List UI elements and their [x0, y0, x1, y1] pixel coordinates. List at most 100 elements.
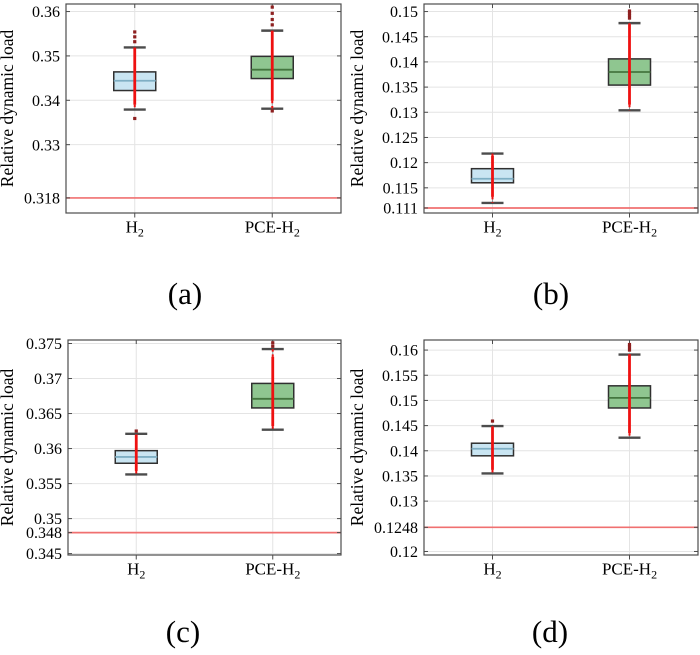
outlier-dots: [270, 5, 274, 113]
axes-box: [67, 339, 342, 556]
outlier-dot: [271, 341, 275, 345]
caption-d: (d): [531, 614, 569, 649]
y-tick-label: 0.15: [390, 4, 418, 21]
outlier-dots: [627, 342, 632, 352]
axes-box: [423, 3, 699, 214]
y-tick-label: 0.135: [382, 469, 418, 486]
outlier-dots: [627, 9, 632, 20]
y-tick-label: 0.375: [26, 336, 62, 353]
outlier-dot: [270, 23, 274, 27]
outlier-dots: [490, 419, 495, 423]
y-tick-labels: 0.318 0.33 0.34 0.35 0.36: [24, 4, 60, 207]
tick-marks: [66, 4, 341, 218]
x-category-label: H2: [483, 218, 501, 240]
subplot-a: 0.318 0.33 0.34 0.35 0.36 H2 PCE-H2 Relative dy…: [0, 0, 350, 320]
y-tick-label: 0.125: [382, 130, 418, 147]
caption-c: (c): [165, 614, 201, 649]
y-axis-label: Relative dynamic load: [0, 30, 17, 188]
tick-marks: [424, 4, 698, 218]
x-category-label: H2: [126, 218, 144, 240]
tick-marks: [424, 340, 698, 560]
y-tick-label: 0.135: [382, 80, 418, 97]
y-tick-label: 0.33: [32, 137, 60, 154]
y-tick-label: 0.145: [382, 418, 418, 435]
gridlines: [424, 340, 698, 555]
box-pce-h2: [607, 342, 652, 439]
x-category-label: H2: [483, 560, 501, 582]
box-h2: [470, 419, 515, 475]
box-h2: [113, 30, 157, 121]
outlier-dot: [490, 419, 495, 423]
outlier-dot: [270, 5, 274, 9]
x-category-label: PCE-H2: [602, 560, 657, 582]
y-axis-label: Relative dynamic load: [0, 369, 17, 527]
outlier-dot: [133, 35, 137, 39]
gridlines: [66, 4, 341, 213]
outlier-dot: [133, 40, 137, 44]
y-tick-label: 0.145: [382, 29, 418, 46]
caption-a: (a): [167, 276, 203, 311]
outlier-dots: [271, 341, 275, 348]
subplot-b: 0.111 0.115 0.12 0.125 0.13 0.135 0.14 0.145 0.1…: [350, 0, 700, 320]
y-axis-label: Relative dynamic load: [350, 369, 367, 527]
outlier-dot: [134, 429, 138, 433]
box-pce-h2: [250, 5, 294, 113]
y-tick-label: 0.355: [26, 476, 62, 493]
y-tick-label: 0.35: [34, 511, 62, 528]
y-tick-label: 0.15: [390, 393, 418, 410]
y-tick-label: 0.16: [390, 343, 418, 360]
tick-marks: [68, 340, 341, 560]
y-tick-labels: 0.111 0.115 0.12 0.125 0.13 0.135 0.14 0.145 0.1…: [382, 4, 418, 217]
y-tick-label: 0.318: [24, 191, 60, 208]
y-tick-label: 0.111: [383, 201, 418, 218]
outlier-dot: [627, 9, 632, 13]
outlier-dots: [133, 30, 137, 121]
y-tick-label: 0.13: [390, 494, 418, 511]
y-tick-label: 0.1248: [374, 520, 418, 537]
outlier-dot: [270, 17, 274, 22]
y-tick-label: 0.14: [390, 443, 418, 460]
outlier-dot: [271, 344, 275, 348]
y-tick-label: 0.365: [26, 406, 62, 423]
caption-b: (b): [532, 276, 570, 311]
box-h2: [114, 429, 158, 476]
y-tick-label: 0.345: [26, 546, 62, 563]
y-tick-label: 0.12: [390, 155, 418, 172]
outlier-dot: [627, 348, 632, 352]
outlier-dot: [270, 11, 274, 15]
outlier-dot: [627, 16, 632, 20]
outlier-dot: [627, 345, 632, 349]
subplot-a-canvas: 0.318 0.33 0.34 0.35 0.36 H2 PCE-H2 Relative dy…: [0, 3, 342, 240]
y-tick-labels: 0.12 0.1248 0.13 0.135 0.14 0.145 0.15 0.155 0.1…: [374, 343, 418, 561]
y-tick-label: 0.115: [383, 180, 418, 197]
x-category-label: H2: [127, 560, 145, 582]
y-tick-label: 0.348: [26, 525, 62, 542]
outlier-dot: [627, 342, 632, 347]
axes-box: [423, 339, 699, 556]
box-pce-h2: [607, 9, 652, 112]
y-tick-label: 0.35: [32, 49, 60, 66]
subplot-d-canvas: 0.12 0.1248 0.13 0.135 0.14 0.145 0.15 0.155 0.1…: [350, 339, 699, 582]
y-tick-label: 0.14: [390, 55, 418, 72]
box-pce-h2: [251, 341, 295, 431]
axes-box: [65, 3, 342, 214]
x-category-label: PCE-H2: [245, 560, 300, 582]
outlier-dot: [133, 30, 137, 34]
y-tick-label: 0.155: [382, 368, 418, 385]
x-category-label: PCE-H2: [602, 218, 657, 240]
y-tick-label: 0.37: [34, 371, 62, 388]
subplot-c: 0.345 0.348 0.35 0.355 0.36 0.365 0.37 0.375 H2 P…: [0, 320, 350, 655]
y-tick-label: 0.34: [32, 93, 60, 110]
y-axis-label: Relative dynamic load: [350, 30, 367, 188]
x-category-label: PCE-H2: [245, 218, 300, 240]
gridlines: [68, 340, 341, 555]
outlier-dot: [627, 11, 632, 15]
subplot-d: 0.12 0.1248 0.13 0.135 0.14 0.145 0.15 0.155 0.1…: [350, 320, 700, 655]
gridlines: [424, 4, 698, 213]
y-tick-label: 0.36: [32, 4, 60, 21]
y-tick-label: 0.12: [390, 544, 418, 561]
y-tick-label: 0.13: [390, 105, 418, 122]
